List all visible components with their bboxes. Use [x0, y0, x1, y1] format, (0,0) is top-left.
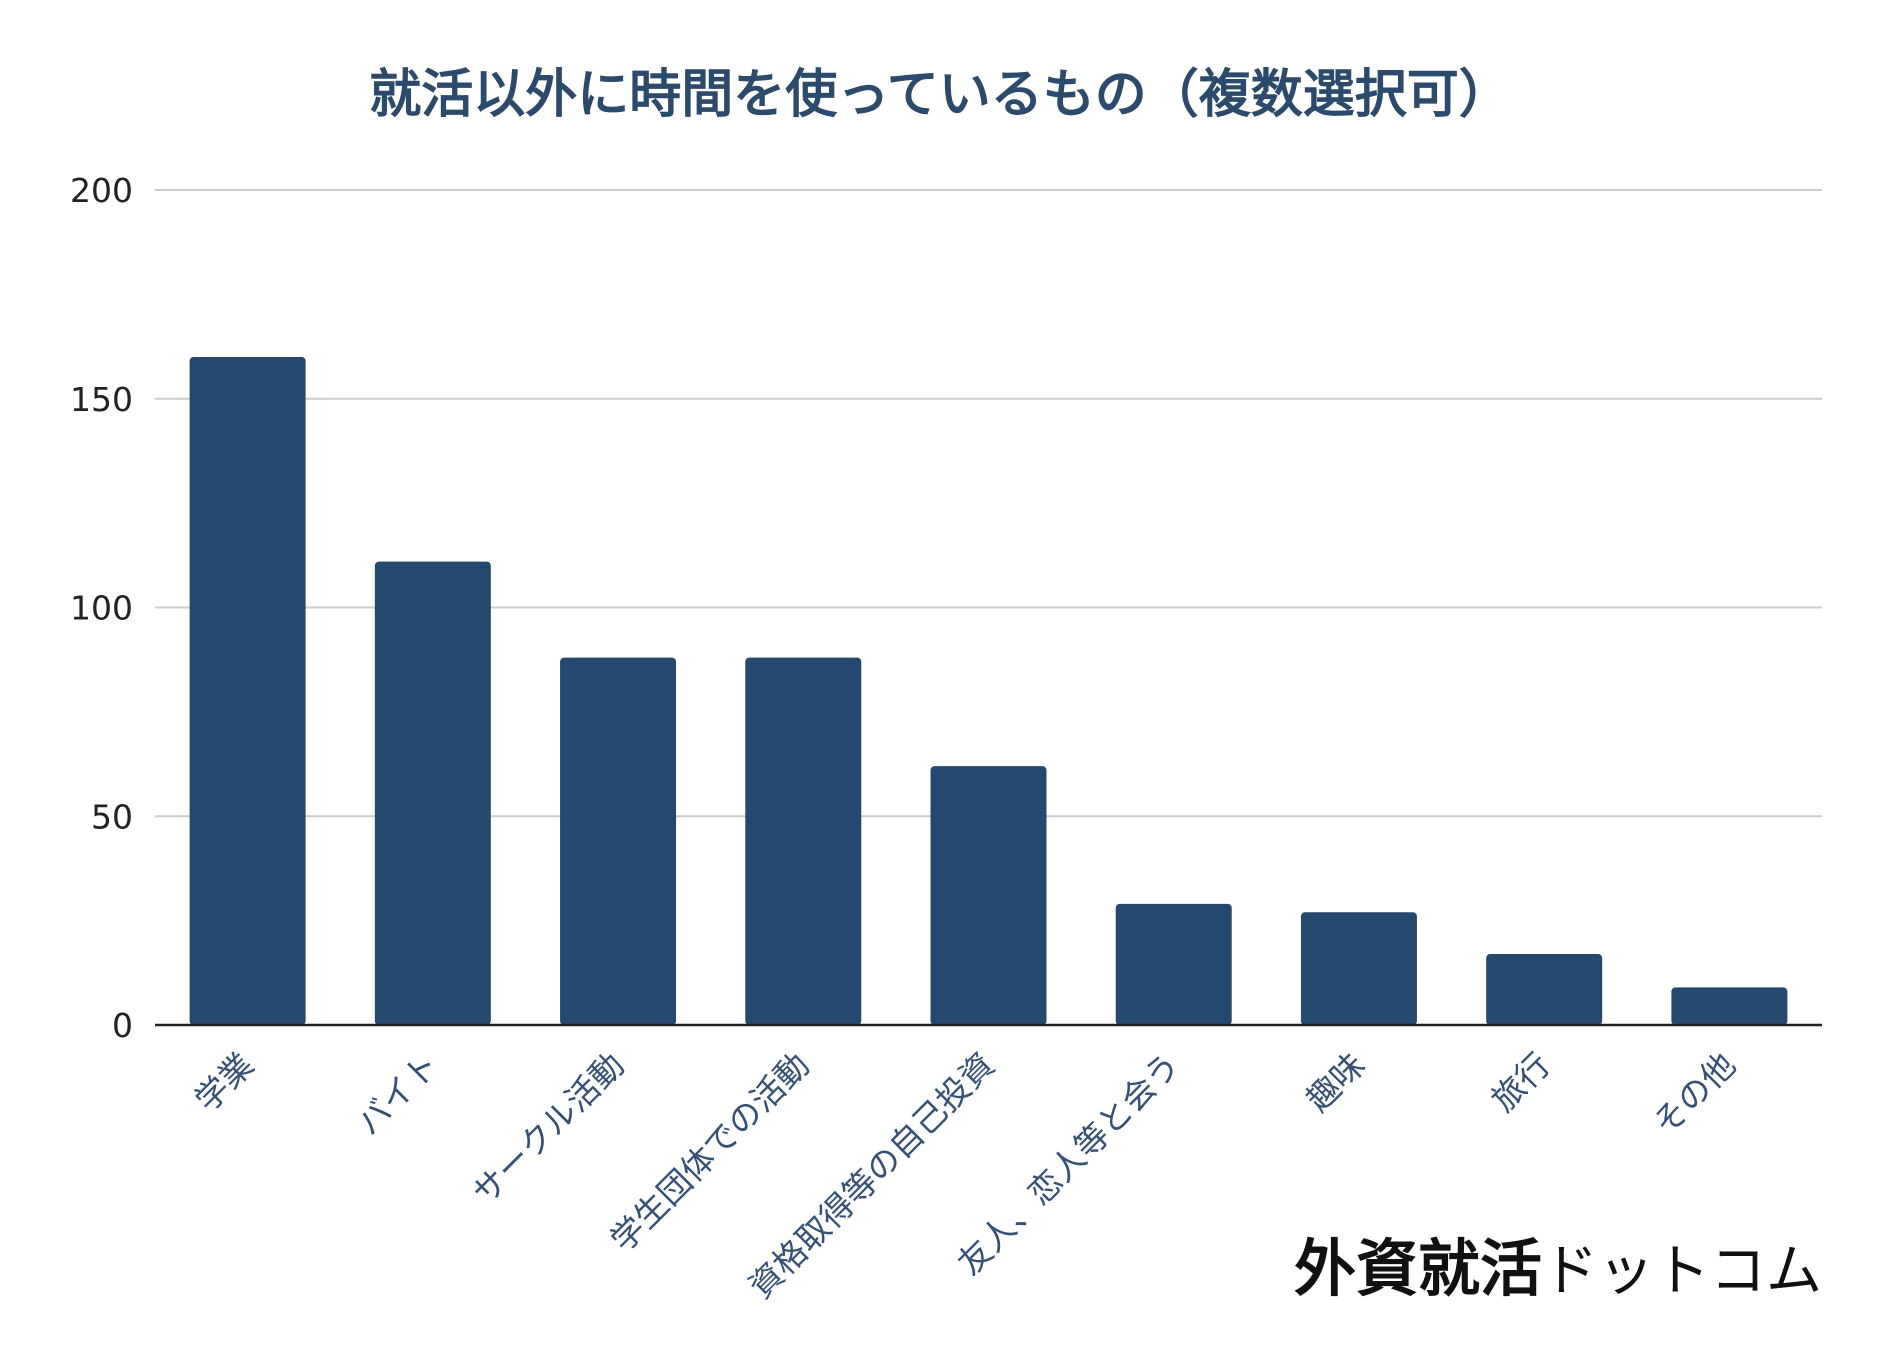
bar-4 [745, 657, 862, 1025]
bars [189, 357, 1788, 1025]
bar-5 [930, 766, 1047, 1025]
y-axis-ticks: 0 50 100 150 200 [70, 171, 133, 1045]
x-tick-label: 学業 [187, 1045, 261, 1119]
y-tick-label: 50 [91, 797, 133, 836]
brand-logo: 外資就活ドットコム [1294, 1232, 1822, 1305]
x-tick-label: サークル活動 [465, 1045, 632, 1212]
x-tick-label: 趣味 [1298, 1045, 1372, 1119]
x-tick-label: 旅行 [1484, 1045, 1558, 1119]
bar-8 [1486, 954, 1603, 1025]
y-tick-label: 150 [70, 380, 133, 419]
y-tick-label: 0 [112, 1006, 133, 1045]
logo-text-light: ドットコム [1542, 1239, 1822, 1304]
x-tick-label: バイト [349, 1045, 447, 1143]
bar-6 [1115, 903, 1232, 1025]
y-tick-label: 200 [70, 171, 133, 210]
y-tick-label: 100 [70, 589, 133, 628]
bar-2 [374, 561, 491, 1025]
logo-text-bold: 外資就活 [1294, 1232, 1542, 1305]
bar-9 [1671, 987, 1788, 1025]
bar-3 [560, 657, 677, 1025]
svg-text:外資就活ドットコム: 外資就活ドットコム [1294, 1232, 1822, 1305]
bar-1 [189, 357, 306, 1025]
bar-7 [1300, 912, 1417, 1025]
chart-title: 就活以外に時間を使っているもの（複数選択可） [369, 65, 1510, 125]
x-tick-label: その他 [1645, 1045, 1743, 1143]
x-tick-label: 学生団体での活動 [603, 1045, 817, 1259]
